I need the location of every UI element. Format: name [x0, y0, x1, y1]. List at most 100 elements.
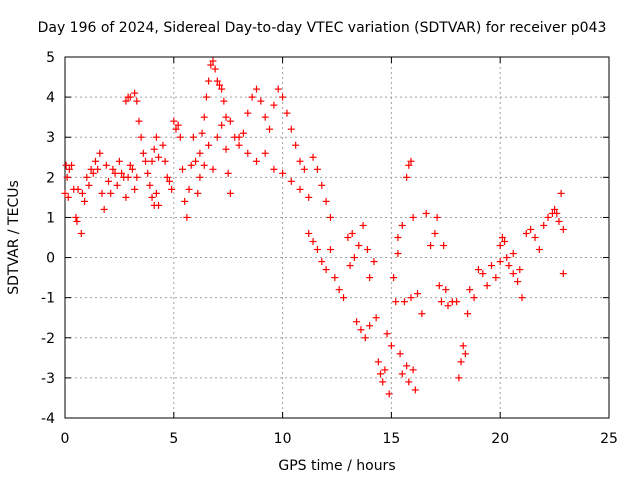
data-point	[366, 274, 374, 282]
data-point	[318, 181, 326, 189]
data-point	[189, 133, 197, 141]
data-point	[535, 246, 543, 254]
data-point	[102, 161, 110, 169]
y-tick-label: -1	[41, 291, 55, 307]
data-point	[313, 165, 321, 173]
data-point	[98, 189, 106, 197]
data-point	[65, 165, 73, 173]
data-point	[63, 173, 71, 181]
data-point	[179, 165, 187, 173]
data-point	[235, 141, 243, 149]
data-point	[194, 189, 202, 197]
data-point	[505, 262, 513, 270]
data-point	[283, 109, 291, 117]
data-point	[148, 193, 156, 201]
data-point	[381, 366, 389, 374]
data-point	[318, 258, 326, 266]
data-point	[111, 169, 119, 177]
data-point	[85, 181, 93, 189]
data-point	[464, 310, 472, 318]
data-point	[181, 197, 189, 205]
data-point	[374, 358, 382, 366]
data-point	[252, 157, 260, 165]
data-point	[155, 153, 163, 161]
data-point	[474, 266, 482, 274]
data-point	[224, 169, 232, 177]
data-point	[163, 173, 171, 181]
data-point	[142, 157, 150, 165]
data-point	[326, 213, 334, 221]
data-point	[226, 189, 234, 197]
data-point	[398, 370, 406, 378]
data-point	[414, 290, 422, 298]
y-tick-label: -4	[41, 411, 55, 427]
data-point	[394, 250, 402, 258]
plot-area	[64, 56, 610, 419]
data-point	[211, 65, 219, 73]
data-point	[196, 173, 204, 181]
data-point	[118, 169, 126, 177]
data-point	[422, 209, 430, 217]
data-point	[437, 298, 445, 306]
data-point	[309, 238, 317, 246]
data-point	[496, 258, 504, 266]
data-point	[540, 221, 548, 229]
data-point	[174, 121, 182, 129]
data-point	[74, 185, 82, 193]
data-point	[176, 133, 184, 141]
data-point	[248, 93, 256, 101]
data-point	[300, 165, 308, 173]
data-point	[377, 370, 385, 378]
x-tick-label: 15	[382, 431, 400, 447]
data-point	[296, 157, 304, 165]
x-tick-label: 5	[169, 431, 178, 447]
data-point	[279, 93, 287, 101]
data-point	[340, 294, 348, 302]
data-point	[514, 278, 522, 286]
data-point	[503, 254, 511, 262]
chart-title: Day 196 of 2024, Sidereal Day-to-day VTE…	[38, 20, 607, 36]
data-point	[405, 161, 413, 169]
data-point	[387, 342, 395, 350]
data-point	[509, 270, 517, 278]
data-point	[440, 242, 448, 250]
data-point	[124, 173, 132, 181]
data-point	[202, 93, 210, 101]
data-point	[107, 189, 115, 197]
data-point	[100, 205, 108, 213]
data-point	[261, 149, 269, 157]
data-point	[344, 234, 352, 241]
data-point	[363, 246, 371, 254]
y-tick-label: -2	[41, 331, 55, 347]
data-point	[137, 133, 145, 141]
data-point	[407, 294, 415, 302]
data-point	[196, 149, 204, 157]
data-point	[170, 117, 178, 125]
data-point	[353, 318, 361, 326]
x-tick-label: 0	[61, 431, 70, 447]
data-point	[77, 229, 85, 237]
data-point	[516, 266, 524, 274]
data-point	[152, 133, 160, 141]
data-point	[152, 189, 160, 197]
data-point	[346, 262, 354, 270]
data-point	[396, 350, 404, 358]
data-point	[457, 358, 465, 366]
y-tick-label: 0	[46, 251, 55, 267]
data-point	[418, 310, 426, 318]
data-point	[551, 205, 559, 213]
data-point	[518, 294, 526, 302]
x-tick-label: 10	[274, 431, 292, 447]
grid-layer	[65, 57, 609, 418]
data-point	[305, 229, 313, 237]
data-point	[361, 334, 369, 342]
data-point	[235, 133, 243, 141]
data-point	[96, 149, 104, 157]
data-point	[326, 246, 334, 254]
data-point	[274, 85, 282, 93]
data-point	[168, 185, 176, 193]
data-point	[270, 101, 278, 109]
data-point	[155, 201, 163, 209]
data-point	[409, 213, 417, 221]
